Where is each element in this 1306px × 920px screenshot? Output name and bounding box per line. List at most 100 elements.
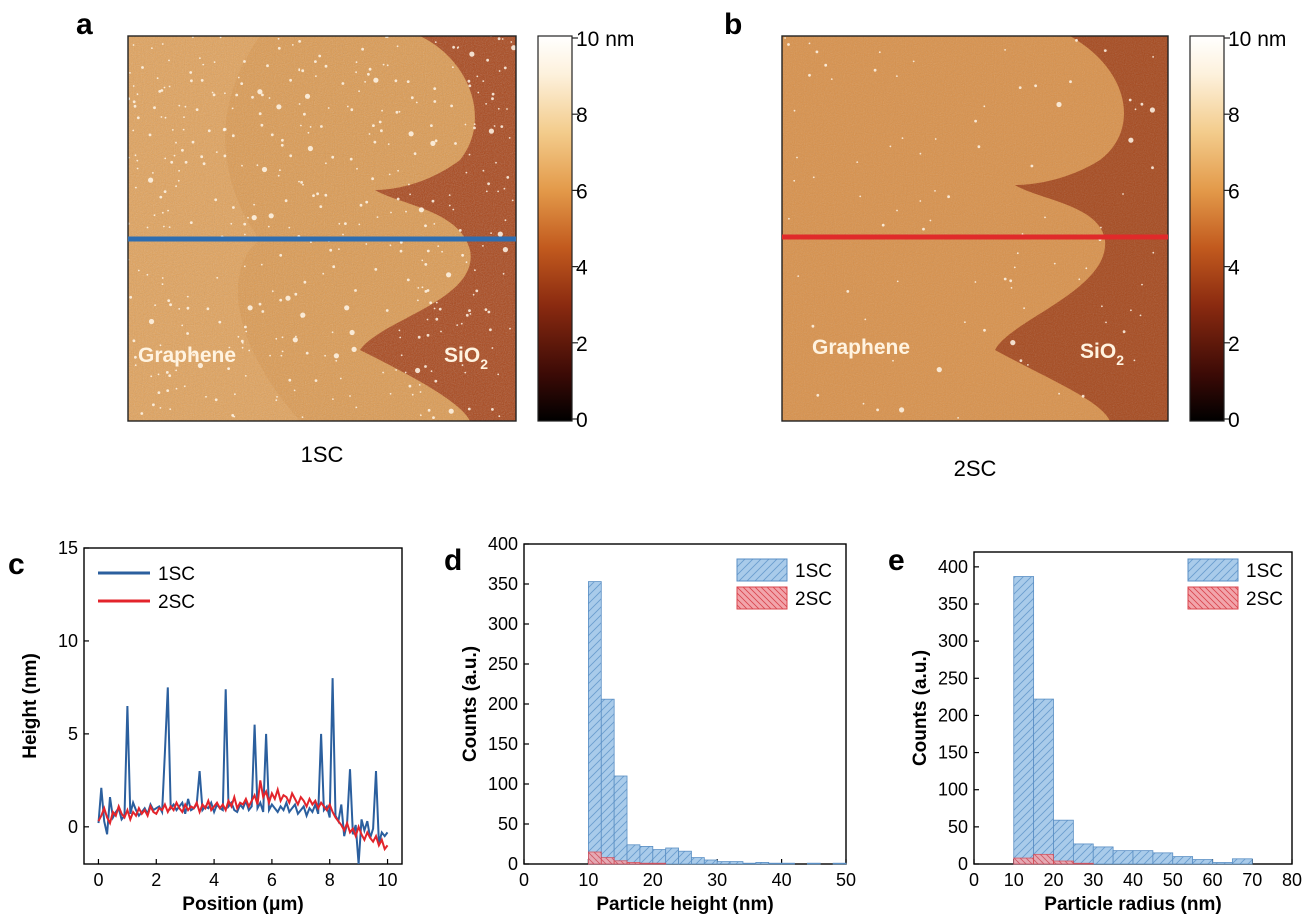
particle-dot [458, 229, 462, 232]
y-axis-label: Counts (a.u.) [910, 650, 931, 766]
particle-dot [467, 407, 471, 411]
particle-dot [784, 37, 786, 39]
particle-dot [504, 219, 507, 222]
x-tick-label: 2 [151, 870, 161, 890]
y-tick-label: 15 [58, 538, 78, 558]
particle-dot [491, 92, 495, 96]
y-tick-label: 300 [938, 631, 968, 651]
particle-dot [468, 84, 472, 88]
particle-dot [269, 354, 271, 357]
particle-dot [491, 347, 494, 349]
particle-dot [1133, 359, 1136, 362]
particle-dot [211, 91, 214, 94]
plot-frame [83, 547, 403, 865]
particle-dot [346, 105, 349, 108]
particle-dot [132, 129, 135, 132]
particle-dot [184, 160, 188, 164]
particle-dot [314, 379, 318, 382]
particle-dot [467, 79, 471, 83]
bar-1sc [1132, 850, 1154, 865]
particle-dot [258, 112, 262, 116]
x-tick-label: 10 [378, 870, 398, 890]
bar-1sc [1013, 576, 1035, 865]
particle-dot [245, 330, 248, 333]
particle-dot [184, 105, 187, 108]
particle-dot [177, 179, 180, 182]
particle-dot [172, 360, 176, 363]
particle-dot [175, 369, 178, 372]
particle-dot [191, 140, 195, 144]
particle-dot [1078, 278, 1081, 281]
particle-dot [421, 286, 424, 289]
particle-dot [936, 367, 942, 373]
particle-dot [243, 60, 246, 63]
particle-dot [454, 142, 457, 145]
particle-dot [441, 250, 443, 253]
particle-dot [281, 350, 284, 353]
particle-dot [168, 85, 171, 88]
particle-dot [1122, 193, 1124, 195]
bar-1sc [691, 857, 705, 865]
particle-dot [896, 75, 898, 77]
legend-swatch [736, 586, 788, 610]
particle-dot [461, 253, 464, 257]
particle-dot [400, 354, 403, 357]
particle-dot [1134, 108, 1137, 111]
particle-dot [277, 37, 280, 40]
particle-dot [390, 211, 392, 214]
particle-dot [358, 90, 360, 93]
particle-dot [178, 169, 181, 172]
particle-dot [223, 154, 227, 158]
legend-label: 2SC [158, 592, 195, 613]
particle-dot [974, 281, 977, 283]
colorbar-a [537, 35, 573, 422]
particle-dot [151, 47, 153, 49]
particle-dot [382, 63, 385, 66]
particle-dot [862, 402, 865, 405]
x-tick-label: 80 [1282, 870, 1302, 890]
bar-1sc [652, 849, 667, 865]
colorbar-tick-label: 4 [576, 257, 588, 280]
particle-dot [487, 310, 491, 314]
particle-dot [320, 125, 323, 128]
particle-dot [152, 172, 154, 174]
particle-dot [437, 245, 440, 248]
histogram-particle-height: d 0 10 20 30 40 50 0 50 100 150 200 250 300 350 400 Part… [444, 534, 856, 915]
particle-dot [291, 44, 294, 46]
x-axis-label: Position (μm) [182, 894, 303, 915]
particle-dot [281, 138, 284, 142]
particle-dot [316, 192, 319, 196]
graphene-label-a: Graphene [138, 344, 236, 367]
graphene-label-b: Graphene [812, 336, 910, 359]
particle-dot [489, 328, 492, 332]
particle-dot [398, 110, 401, 113]
bar-1sc [1112, 850, 1134, 865]
particle-dot [279, 298, 283, 302]
particle-dot [276, 396, 278, 398]
afm-frame-2sc [781, 35, 1169, 422]
particle-dot [156, 77, 159, 80]
particle-dot [399, 336, 402, 339]
particle-dot [431, 199, 435, 203]
x-tick-label: 50 [1163, 870, 1183, 890]
particle-dot [1003, 277, 1007, 281]
particle-dot [380, 129, 383, 133]
particle-dot [267, 225, 270, 228]
panel-b: b Graphene SiO2 2SC 10 nm 8 6 4 2 0 [724, 8, 1286, 481]
particle-dot [135, 186, 137, 189]
particle-dot [150, 375, 153, 378]
particle-dot [129, 295, 133, 299]
particle-dot [307, 131, 310, 134]
bar-1sc [1212, 862, 1233, 865]
particle-dot [298, 40, 301, 43]
particle-dot [261, 166, 268, 173]
y-tick-label: 0 [508, 854, 518, 874]
bar-1sc [665, 847, 679, 865]
particle-dot [341, 82, 345, 85]
particle-dot [487, 182, 490, 186]
particle-dot [497, 37, 501, 41]
particle-dot [502, 247, 508, 253]
particle-dot [159, 344, 162, 347]
particle-dot [452, 66, 454, 69]
particle-dot [168, 59, 170, 62]
